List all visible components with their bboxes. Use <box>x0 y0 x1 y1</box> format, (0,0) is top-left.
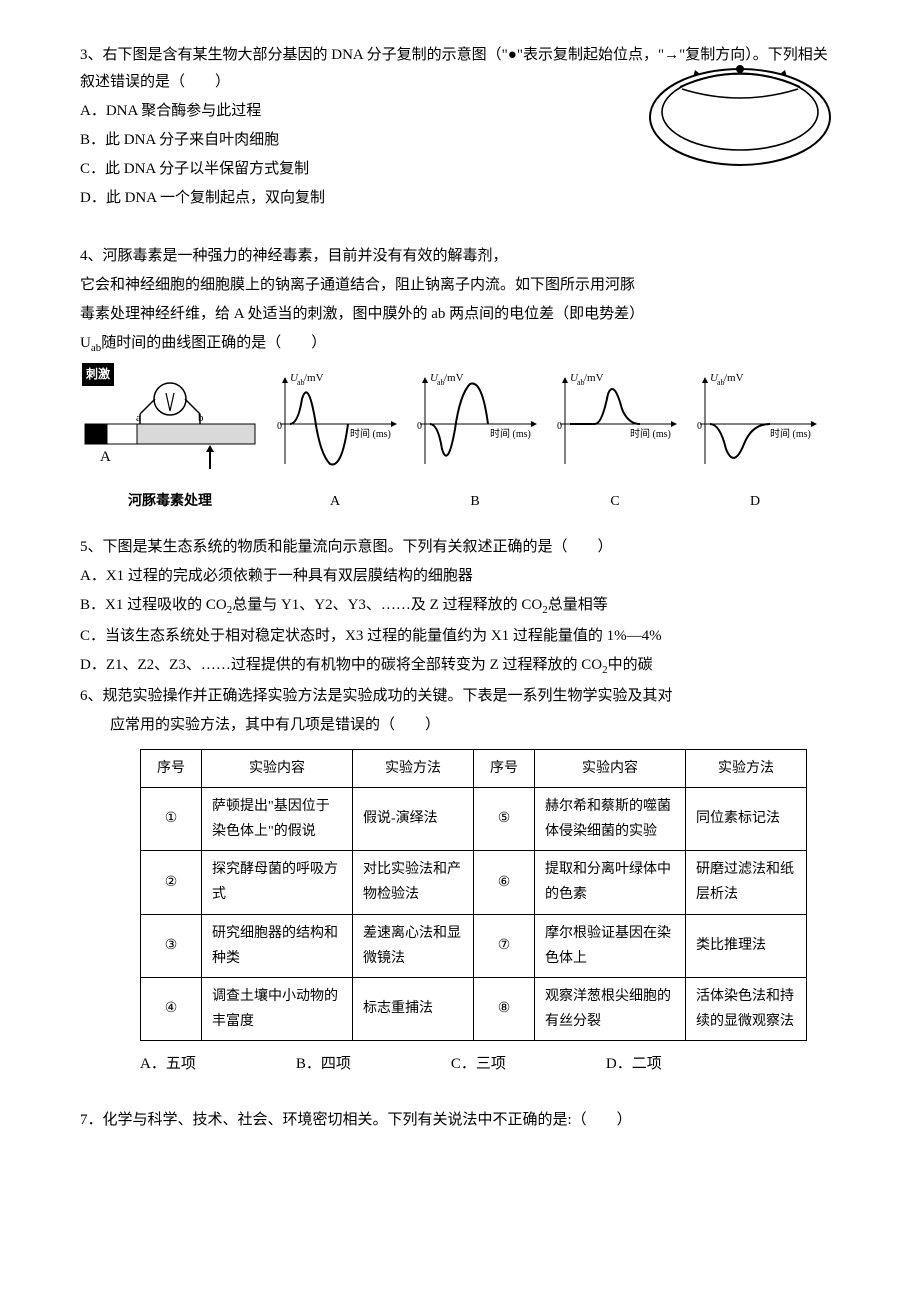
th-1: 实验内容 <box>202 749 353 787</box>
table-cell: 调查土壤中小动物的丰富度 <box>202 977 353 1040</box>
svg-text:时间 (ms): 时间 (ms) <box>630 427 671 440</box>
table-cell: ⑧ <box>474 977 535 1040</box>
table-row: ④调查土壤中小动物的丰富度标志重捕法⑧观察洋葱根尖细胞的有丝分裂活体染色法和持续… <box>141 977 807 1040</box>
q4-line3: Uab随时间的曲线图正确的是（ ） <box>80 330 840 359</box>
q5-opt-d: D．Z1、Z2、Z3、……过程提供的有机物中的碳将全部转变为 Z 过程释放的 C… <box>80 652 840 681</box>
q4-line1: 它会和神经细胞的细胞膜上的钠离子通道结合，阻止钠离子内流。如下图所示用河豚 <box>80 272 840 299</box>
q4-graph-d: Uab/mV 时间 (ms) 0 D <box>690 369 820 514</box>
th-3: 序号 <box>474 749 535 787</box>
th-5: 实验方法 <box>686 749 807 787</box>
svg-text:/mV: /mV <box>444 372 464 384</box>
svg-text:/mV: /mV <box>584 372 604 384</box>
q4-setup-diagram: 刺激 a b A 河豚毒素处理 <box>80 369 260 514</box>
table-cell: ⑥ <box>474 851 535 914</box>
table-cell: 观察洋葱根尖细胞的有丝分裂 <box>535 977 686 1040</box>
q6-opt-c: C．三项 <box>451 1051 506 1078</box>
q4-stem: 4、河豚毒素是一种强力的神经毒素，目前并没有有效的解毒剂， <box>80 243 840 270</box>
table-row: ③研究细胞器的结构和种类差速离心法和显微镜法⑦摩尔根验证基因在染色体上类比推理法 <box>141 914 807 977</box>
question-3: 3、右下图是含有某生物大部分基因的 DNA 分子复制的示意图（"●"表示复制起始… <box>80 42 840 212</box>
q6-opt-b: B．四项 <box>296 1051 351 1078</box>
question-7: 7．化学与科学、技术、社会、环境密切相关。下列有关说法中不正确的是:（ ） <box>80 1107 840 1134</box>
table-cell: 研究细胞器的结构和种类 <box>202 914 353 977</box>
table-cell: ② <box>141 851 202 914</box>
table-cell: 标志重捕法 <box>353 977 474 1040</box>
question-6: 6、规范实验操作并正确选择实验方法是实验成功的关键。下表是一系列生物学实验及其对… <box>80 683 840 1079</box>
table-cell: ⑦ <box>474 914 535 977</box>
q6-opt-d: D．二项 <box>606 1051 662 1078</box>
table-cell: 萨顿提出"基因位于染色体上"的假说 <box>202 787 353 850</box>
th-0: 序号 <box>141 749 202 787</box>
svg-text:时间 (ms): 时间 (ms) <box>350 427 391 440</box>
table-cell: 假说-演绎法 <box>353 787 474 850</box>
q6-opt-a: A．五项 <box>140 1051 196 1078</box>
q4-graph-c: Uab/mV 时间 (ms) 0 C <box>550 369 680 514</box>
table-cell: ④ <box>141 977 202 1040</box>
q7-stem: 7．化学与科学、技术、社会、环境密切相关。下列有关说法中不正确的是:（ ） <box>80 1107 840 1134</box>
q6-options: A．五项 B．四项 C．三项 D．二项 <box>140 1051 840 1078</box>
stimulus-label: 刺激 <box>82 363 114 387</box>
q4-opt-b-label: B <box>410 489 540 514</box>
svg-text:0: 0 <box>417 421 422 432</box>
svg-text:0: 0 <box>277 421 282 432</box>
table-header-row: 序号 实验内容 实验方法 序号 实验内容 实验方法 <box>141 749 807 787</box>
question-5: 5、下图是某生态系统的物质和能量流向示意图。下列有关叙述正确的是（ ） A．X1… <box>80 534 840 681</box>
table-cell: 同位素标记法 <box>686 787 807 850</box>
q4-line2: 毒素处理神经纤维，给 A 处适当的刺激，图中膜外的 ab 两点间的电位差（即电势… <box>80 301 840 328</box>
svg-text:时间 (ms): 时间 (ms) <box>770 427 811 440</box>
q4-opt-a-label: A <box>270 489 400 514</box>
q4-opt-c-label: C <box>550 489 680 514</box>
table-cell: 差速离心法和显微镜法 <box>353 914 474 977</box>
q3-opt-d: D．此 DNA 一个复制起点，双向复制 <box>80 185 840 212</box>
svg-text:A: A <box>100 449 111 465</box>
q4-graph-a: Uab/mV 时间 (ms) 0 A <box>270 369 400 514</box>
q4-opt-d-label: D <box>690 489 820 514</box>
svg-text:时间 (ms): 时间 (ms) <box>490 427 531 440</box>
table-cell: 摩尔根验证基因在染色体上 <box>535 914 686 977</box>
table-row: ②探究酵母菌的呼吸方式对比实验法和产物检验法⑥提取和分离叶绿体中的色素研磨过滤法… <box>141 851 807 914</box>
table-cell: 探究酵母菌的呼吸方式 <box>202 851 353 914</box>
table-cell: 活体染色法和持续的显微观察法 <box>686 977 807 1040</box>
svg-text:/mV: /mV <box>304 372 324 384</box>
table-cell: 类比推理法 <box>686 914 807 977</box>
svg-text:/mV: /mV <box>724 372 744 384</box>
q5-opt-b: B．X1 过程吸收的 CO2总量与 Y1、Y2、Y3、……及 Z 过程释放的 C… <box>80 592 840 621</box>
svg-text:0: 0 <box>557 421 562 432</box>
q3-dna-diagram <box>640 52 840 182</box>
q4-diagrams: 刺激 a b A 河豚毒素处理 <box>80 369 840 514</box>
q5-opt-c: C．当该生态系统处于相对稳定状态时，X3 过程的能量值约为 X1 过程能量值的 … <box>80 623 840 650</box>
q4-graph-b: Uab/mV 时间 (ms) 0 B <box>410 369 540 514</box>
q6-stem: 6、规范实验操作并正确选择实验方法是实验成功的关键。下表是一系列生物学实验及其对 <box>80 683 840 710</box>
table-cell: 赫尔希和蔡斯的噬菌体侵染细菌的实验 <box>535 787 686 850</box>
table-row: ①萨顿提出"基因位于染色体上"的假说假说-演绎法⑤赫尔希和蔡斯的噬菌体侵染细菌的… <box>141 787 807 850</box>
table-cell: 研磨过滤法和纸层析法 <box>686 851 807 914</box>
q5-stem: 5、下图是某生态系统的物质和能量流向示意图。下列有关叙述正确的是（ ） <box>80 534 840 561</box>
table-cell: ① <box>141 787 202 850</box>
svg-text:a: a <box>136 412 141 424</box>
question-4: 4、河豚毒素是一种强力的神经毒素，目前并没有有效的解毒剂， 它会和神经细胞的细胞… <box>80 243 840 514</box>
q5-opt-a: A．X1 过程的完成必须依赖于一种具有双层膜结构的细胞器 <box>80 563 840 590</box>
th-4: 实验内容 <box>535 749 686 787</box>
table-cell: 提取和分离叶绿体中的色素 <box>535 851 686 914</box>
th-2: 实验方法 <box>353 749 474 787</box>
svg-text:0: 0 <box>697 421 702 432</box>
table-cell: ⑤ <box>474 787 535 850</box>
table-cell: 对比实验法和产物检验法 <box>353 851 474 914</box>
svg-text:b: b <box>198 412 204 424</box>
q6-stem2: 应常用的实验方法，其中有几项是错误的（ ） <box>110 712 840 739</box>
table-cell: ③ <box>141 914 202 977</box>
q6-table: 序号 实验内容 实验方法 序号 实验内容 实验方法 ①萨顿提出"基因位于染色体上… <box>140 749 807 1042</box>
